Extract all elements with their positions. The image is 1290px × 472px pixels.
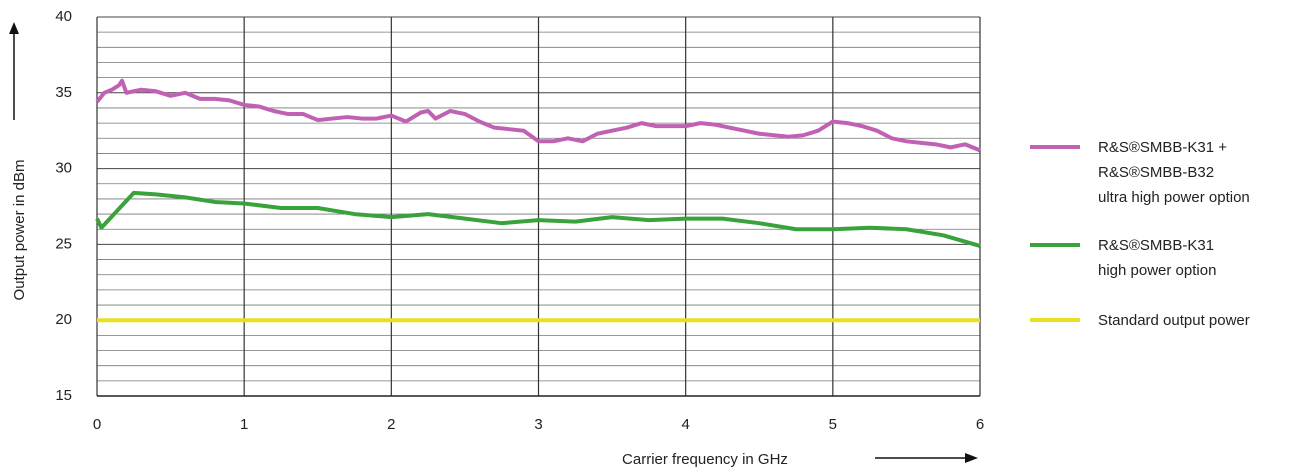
- y-tick-label: 20: [55, 311, 72, 328]
- y-tick-label: 30: [55, 160, 72, 177]
- x-tick-label: 4: [681, 416, 689, 433]
- x-arrow-head: [965, 453, 978, 463]
- y-tick-label: 40: [55, 8, 72, 25]
- y-arrow-head: [9, 22, 19, 34]
- legend-label: R&S®SMBB-K31 + R&S®SMBB-B32 ultra high p…: [1098, 139, 1250, 206]
- x-tick-label: 2: [387, 416, 395, 433]
- y-tick-label: 25: [55, 235, 72, 252]
- x-tick-label: 1: [240, 416, 248, 433]
- y-tick-label: 15: [55, 387, 72, 404]
- legend-label: R&S®SMBB-K31 high power option: [1098, 237, 1217, 279]
- y-tick-label: 35: [55, 84, 72, 101]
- x-tick-label: 0: [93, 416, 101, 433]
- series-line: [95, 78, 981, 153]
- x-axis-label: Carrier frequency in GHz: [622, 451, 788, 468]
- x-tick-label: 6: [976, 416, 984, 433]
- x-tick-label: 5: [829, 416, 837, 433]
- series-line: [95, 190, 981, 248]
- x-tick-label: 3: [534, 416, 542, 433]
- y-axis-label: Output power in dBm: [11, 160, 28, 301]
- legend-label: Standard output power: [1098, 312, 1250, 329]
